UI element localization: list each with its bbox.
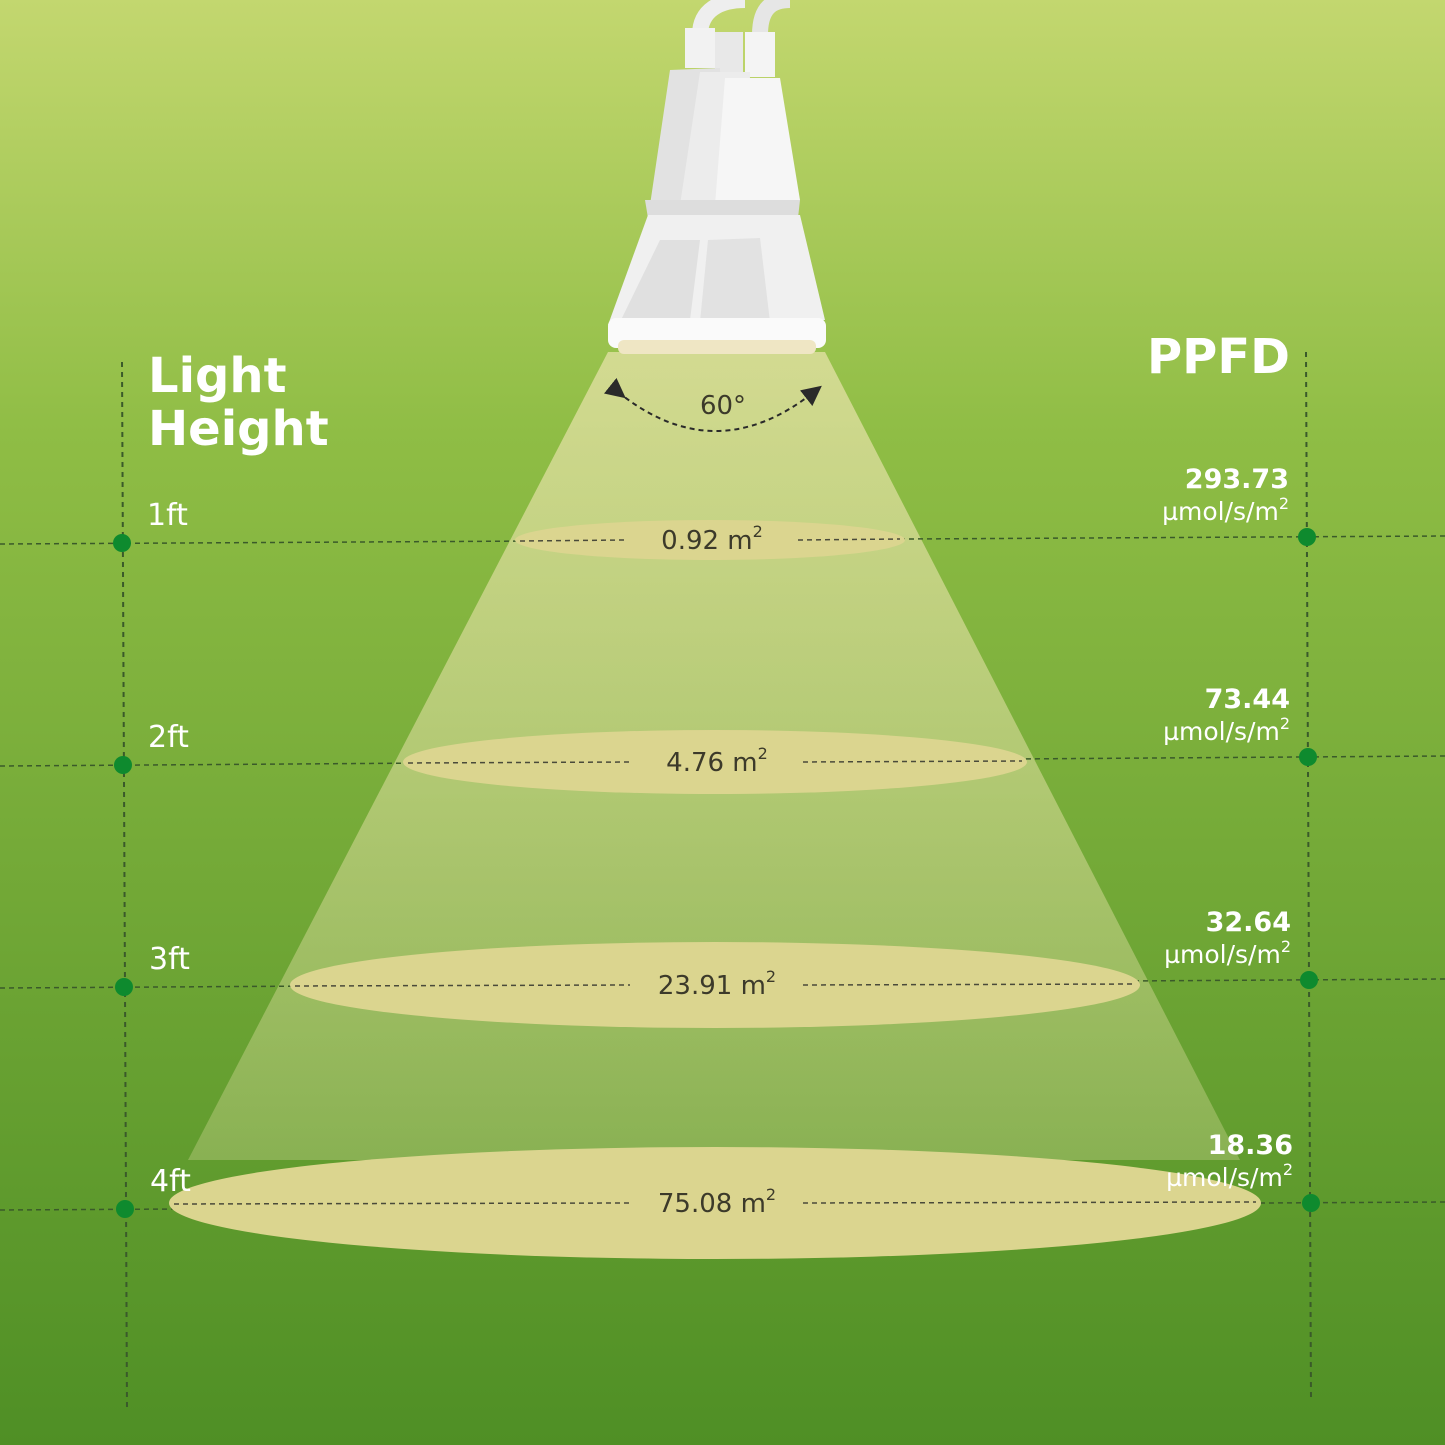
ppfd-title: PPFD [1147, 329, 1290, 385]
area-guide-right [797, 538, 901, 541]
ppfd-marker-dot [1300, 971, 1318, 989]
ppfd-marker-dot [1299, 748, 1317, 766]
coverage-ellipse [515, 520, 905, 560]
coverage-ellipse [403, 730, 1027, 794]
ppfd-marker-dot [1298, 528, 1316, 546]
ppfd-marker-dot [1302, 1194, 1320, 1212]
coverage-area-label: 0.92 m2 [661, 522, 763, 556]
light-height-title-line2: Height [148, 401, 329, 457]
lamp-icon [608, 0, 826, 354]
area-guide-right [802, 983, 1136, 986]
ppfd-value: 32.64 [1206, 907, 1291, 938]
beam-angle-label: 60° [700, 391, 746, 421]
height-label: 1ft [147, 498, 188, 533]
area-guide-right [802, 1201, 1257, 1204]
height-marker-dot [116, 1200, 134, 1218]
ppfd-value: 73.44 [1205, 684, 1290, 715]
height-label: 4ft [150, 1164, 191, 1199]
coverage-ellipse [169, 1147, 1261, 1259]
ppfd-unit: µmol/s/m2 [1162, 494, 1289, 526]
area-guide-left [173, 1202, 631, 1205]
height-label: 2ft [148, 720, 189, 755]
beam-angle-arc [603, 377, 822, 432]
coverage-area-label: 4.76 m2 [666, 744, 768, 778]
ppfd-unit: µmol/s/m2 [1164, 937, 1291, 969]
ppfd-unit: µmol/s/m2 [1163, 714, 1290, 746]
area-guide-right [802, 760, 1023, 763]
coverage-area-label: 75.08 m2 [658, 1185, 776, 1219]
height-marker-dot [113, 534, 131, 552]
height-marker-dot [115, 978, 133, 996]
height-marker-dot [114, 756, 132, 774]
area-guide-left [407, 761, 631, 764]
light-height-title-line1: Light [148, 348, 287, 404]
area-guide-left [294, 984, 631, 987]
ppfd-value: 293.73 [1185, 464, 1289, 495]
height-label: 3ft [149, 942, 190, 977]
coverage-area-label: 23.91 m2 [658, 967, 776, 1001]
ppfd-axis [1305, 351, 1312, 1401]
coverage-ellipse [290, 942, 1140, 1028]
ppfd-value: 18.36 [1208, 1130, 1293, 1161]
ppfd-unit: µmol/s/m2 [1166, 1160, 1293, 1192]
